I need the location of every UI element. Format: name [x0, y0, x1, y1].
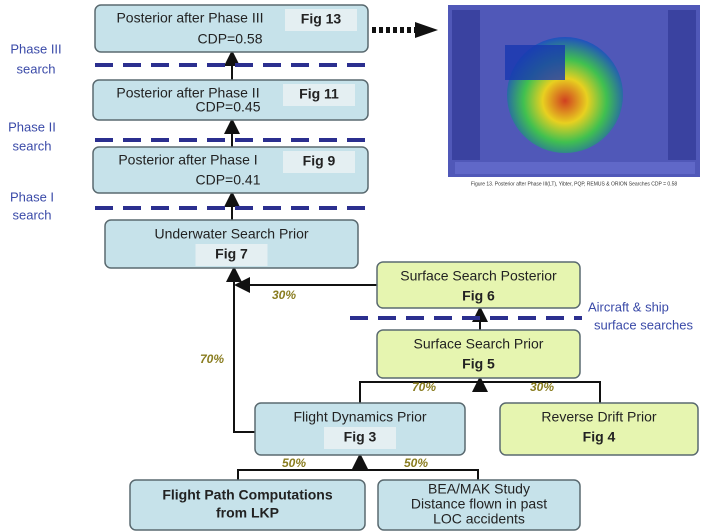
- node-title: Posterior after Phase I: [118, 152, 257, 168]
- node-title: Posterior after Phase III: [116, 10, 263, 26]
- fig-label: Fig 7: [215, 246, 248, 262]
- fig-label: Fig 9: [303, 153, 336, 169]
- node-title: Surface Search Posterior: [400, 268, 557, 284]
- node-title: Surface Search Prior: [414, 336, 544, 352]
- fig-label: Fig 13: [301, 11, 342, 27]
- node-text: BEA/MAK Study: [428, 481, 530, 497]
- phase-label: search: [12, 138, 51, 153]
- inset-caption: Figure 13. Posterior after Phase III(LT)…: [471, 181, 678, 187]
- edge-label: 30%: [272, 288, 296, 302]
- edge-label: 50%: [282, 456, 306, 470]
- node-sub: CDP=0.41: [196, 172, 261, 188]
- edge-label: 70%: [200, 352, 224, 366]
- edge-label: 30%: [530, 380, 554, 394]
- fig-label: Fig 5: [462, 356, 495, 372]
- node-text: Distance flown in past: [411, 496, 547, 512]
- phase-label: search: [12, 207, 51, 222]
- node-text: from LKP: [216, 505, 279, 521]
- fig-label: Fig 4: [583, 429, 616, 445]
- phase-label: Phase III: [10, 41, 61, 56]
- node-sub: CDP=0.58: [198, 31, 263, 47]
- node-sub: CDP=0.45: [196, 99, 261, 115]
- edge-label: 50%: [404, 456, 428, 470]
- node-title: Reverse Drift Prior: [541, 409, 656, 425]
- node-text: LOC accidents: [433, 511, 525, 527]
- surface-searches-label: surface searches: [594, 317, 693, 332]
- phase-label: Phase I: [10, 189, 54, 204]
- surface-searches-label: Aircraft & ship: [588, 299, 669, 314]
- phase-label: Phase II: [8, 119, 56, 134]
- diagram: Figure 13. Posterior after Phase III(LT)…: [0, 0, 707, 531]
- inset-image: Figure 13. Posterior after Phase III(LT)…: [448, 5, 700, 187]
- fig-label: Fig 11: [299, 86, 339, 102]
- node-text: Flight Path Computations: [162, 487, 333, 503]
- edge-label: 70%: [412, 380, 436, 394]
- node-title: Flight Dynamics Prior: [293, 409, 426, 425]
- fig-label: Fig 6: [462, 288, 495, 304]
- phase-label: search: [16, 61, 55, 76]
- node-title: Underwater Search Prior: [154, 226, 308, 242]
- fig-label: Fig 3: [344, 429, 377, 445]
